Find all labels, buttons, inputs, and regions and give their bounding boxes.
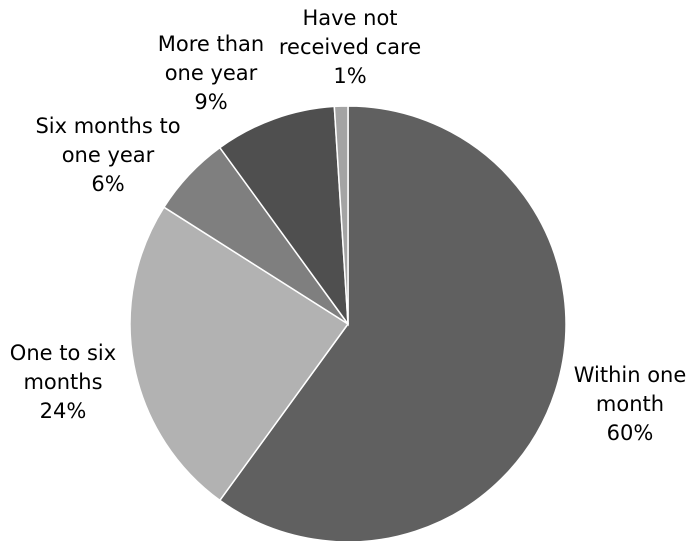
slice-label-5: Have not received care 1% [279,6,421,88]
slice-category-label: One to six [10,341,116,365]
slice-label-2: One to six months 24% [10,341,116,423]
slice-category-label: month [596,392,664,416]
slices-layer [129,105,567,543]
slice-category-label: Six months to [35,114,180,138]
slice-percent-label: 6% [91,172,124,196]
pie-slice-4 [218,105,349,327]
slice-category-label: one year [62,143,155,167]
slice-percent-label: 60% [607,421,654,445]
slice-category-label: Within one [574,363,687,387]
slice-label-1: Within one month 60% [574,363,687,445]
slice-category-label: Have not [302,6,397,30]
pie-slice-5 [333,105,349,325]
slice-category-label: More than [158,32,264,56]
slice-label-3: Six months to one year 6% [35,114,180,196]
labels-layer: Within one month 60% One to six months 24% Six… [10,6,686,445]
slice-percent-label: 9% [194,90,227,114]
slice-category-label: months [23,370,102,394]
slice-category-label: received care [279,35,421,59]
slice-percent-label: 1% [333,64,366,88]
slice-label-4: More than one year 9% [158,32,264,114]
pie-slice-2 [129,206,350,502]
slice-category-label: one year [165,61,258,85]
slice-percent-label: 24% [40,399,87,423]
